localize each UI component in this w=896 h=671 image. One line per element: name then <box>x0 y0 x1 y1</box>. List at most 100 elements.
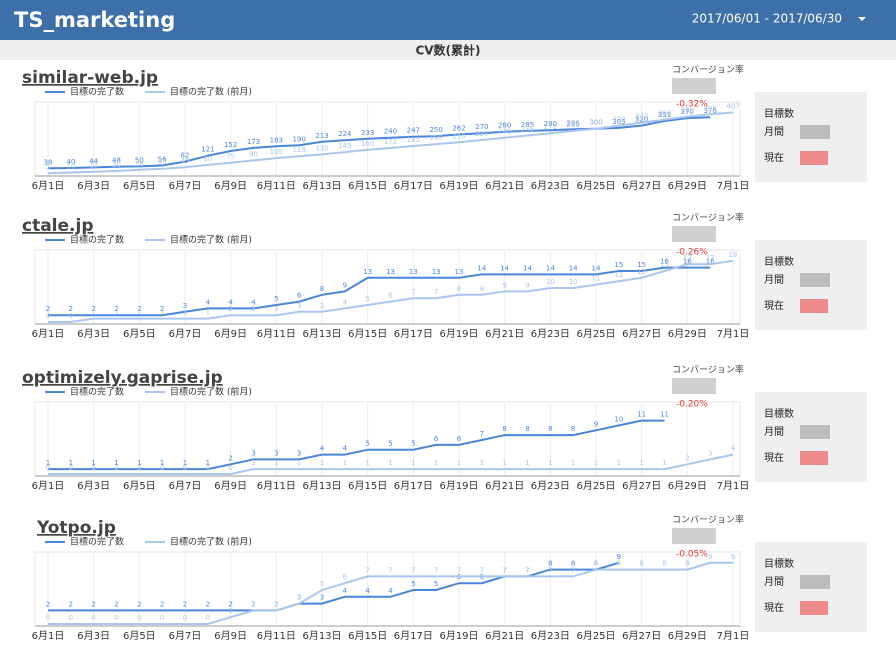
data-label: 145 <box>338 142 351 150</box>
data-label: 240 <box>498 128 511 136</box>
x-tick-label: 6月19日 <box>439 480 478 492</box>
data-label: 118 <box>292 146 305 154</box>
x-tick-label: 6月9日 <box>214 328 247 340</box>
data-label: 300 <box>589 119 602 127</box>
x-tick-label: 6月29日 <box>668 328 707 340</box>
data-label: 14 <box>592 264 601 272</box>
data-label: 15 <box>660 261 669 269</box>
data-label: 8 <box>548 425 552 433</box>
data-label: 0 <box>46 464 50 472</box>
date-range[interactable]: 2017/06/01 - 2017/06/30 <box>692 12 842 26</box>
data-label: 1 <box>91 309 95 317</box>
data-label: 380 <box>681 107 694 115</box>
x-tick-label: 6月9日 <box>214 480 247 492</box>
x-tick-label: 6月5日 <box>123 630 156 642</box>
x-tick-label: 6月17日 <box>394 180 433 192</box>
data-label: 15 <box>637 261 646 269</box>
legend-label: 目標の完了数 <box>70 536 124 548</box>
data-label: 7 <box>571 566 575 574</box>
x-tick-label: 7月1日 <box>717 180 750 192</box>
data-label: 17 <box>683 254 692 262</box>
data-label: 1 <box>571 459 575 467</box>
data-label: 0 <box>69 464 73 472</box>
legend-label: 目標の完了数 <box>70 386 124 398</box>
chart-title: ctale.jp <box>22 216 94 236</box>
data-label: 1 <box>114 459 118 467</box>
data-label: 3 <box>297 594 301 602</box>
data-label: 296 <box>566 119 580 127</box>
data-label: 0 <box>206 464 210 472</box>
goal-title: 目標数 <box>764 255 794 268</box>
data-label: 5 <box>411 440 415 448</box>
data-label: 270 <box>544 123 557 131</box>
x-tick-label: 6月1日 <box>32 480 65 492</box>
data-label: 2 <box>206 600 210 608</box>
data-label: 4 <box>365 587 370 595</box>
data-label: 2 <box>91 305 95 313</box>
goal-current-blurred <box>800 601 828 615</box>
data-label: 2 <box>228 305 232 313</box>
x-tick-label: 6月11日 <box>257 180 296 192</box>
data-label: 1 <box>297 459 301 467</box>
data-label: 376 <box>703 107 717 115</box>
data-label: 2 <box>251 305 255 313</box>
legend-label: 目標の完了数 (前月) <box>170 386 252 398</box>
kpi-label: コンバージョン率 <box>672 64 744 76</box>
header-bar <box>0 0 896 40</box>
data-label: 320 <box>612 116 625 124</box>
data-label: 1 <box>434 459 438 467</box>
data-label: 9 <box>594 420 598 428</box>
data-label: 225 <box>475 130 488 138</box>
x-tick-label: 6月13日 <box>302 180 341 192</box>
data-label: 172 <box>384 138 397 146</box>
x-tick-label: 7月1日 <box>717 630 750 642</box>
data-label: 7 <box>525 566 529 574</box>
series-line <box>47 111 734 175</box>
data-label: 15 <box>614 261 623 269</box>
goal-current-label: 現在 <box>764 152 784 164</box>
data-label: 7 <box>525 566 529 574</box>
data-label: 8 <box>457 285 461 293</box>
data-label: 3 <box>274 449 278 457</box>
goal-current-blurred <box>800 299 828 313</box>
x-tick-label: 6月7日 <box>169 328 202 340</box>
data-label: 407 <box>726 102 739 110</box>
data-label: 130 <box>315 144 328 152</box>
x-tick-label: 6月3日 <box>77 180 110 192</box>
data-label: 4 <box>731 445 736 453</box>
data-label: 7 <box>434 288 438 296</box>
data-label: 320 <box>635 116 648 124</box>
data-label: 15 <box>89 162 98 170</box>
kpi-change: -0.20% <box>676 400 708 410</box>
data-label: 8 <box>571 560 575 568</box>
plot-area <box>34 551 741 627</box>
data-label: 45 <box>181 157 190 165</box>
x-tick-label: 6月29日 <box>668 480 707 492</box>
chart-title: similar-web.jp <box>22 68 158 88</box>
data-label: 4 <box>388 587 393 595</box>
data-label: 1 <box>183 459 187 467</box>
data-label: 14 <box>500 264 509 272</box>
data-label: 6 <box>297 292 302 300</box>
kpi-label: コンバージョン率 <box>672 514 744 526</box>
data-label: 0 <box>69 614 73 622</box>
goal-current-label: 現在 <box>764 452 784 464</box>
kpi-label: コンバージョン率 <box>672 364 744 376</box>
data-label: 262 <box>452 124 465 132</box>
data-label: 8 <box>525 425 529 433</box>
data-label: 2 <box>228 600 232 608</box>
data-label: 1 <box>365 459 369 467</box>
data-label: 1 <box>251 459 255 467</box>
data-label: 48 <box>112 157 121 165</box>
x-tick-label: 6月3日 <box>77 480 110 492</box>
dropdown-arrow[interactable] <box>858 17 866 21</box>
data-label: 14 <box>523 264 532 272</box>
data-label: 6 <box>434 435 439 443</box>
x-tick-label: 6月25日 <box>576 480 615 492</box>
data-label: 8 <box>320 285 324 293</box>
data-label: 1 <box>662 459 666 467</box>
chart-title: optimizely.gaprise.jp <box>22 368 223 388</box>
legend-label: 目標の完了数 <box>70 86 124 98</box>
data-label: 4 <box>251 298 256 306</box>
data-label: 2 <box>183 600 187 608</box>
